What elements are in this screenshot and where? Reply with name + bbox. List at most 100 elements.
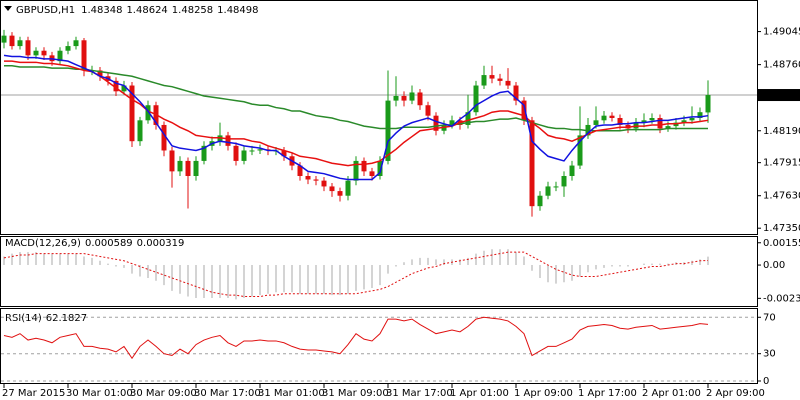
candle-body: [393, 95, 399, 101]
candle-body: [513, 85, 519, 101]
candle-body: [57, 50, 63, 62]
candle-body: [649, 118, 655, 121]
y-tick-label: 70: [763, 312, 776, 323]
y-tick-label: 30: [763, 349, 776, 360]
candle-body: [537, 195, 543, 207]
candle-body: [505, 80, 511, 86]
candle-body: [137, 120, 143, 142]
x-tick-label: 30 Mar 01:00: [66, 388, 133, 399]
rsi-header: RSI(14) 62.1827: [5, 313, 87, 324]
candle-body: [593, 120, 599, 125]
candle-body: [577, 135, 583, 166]
candle-body: [17, 40, 23, 47]
rsi-panel-border: [0, 308, 758, 384]
candle-body: [97, 70, 103, 77]
candle-body: [81, 40, 87, 71]
x-tick-label: 31 Mar 17:00: [386, 388, 453, 399]
candle-body: [433, 115, 439, 131]
moving-average: [3, 54, 709, 181]
macd-title: MACD(12,26,9): [5, 238, 81, 249]
macd-panel-border: [0, 236, 758, 307]
candle-body: [601, 115, 607, 121]
candle-body: [529, 120, 535, 207]
x-tick-label: 2 Apr 01:00: [642, 388, 701, 399]
candle-body: [161, 124, 167, 151]
x-tick-label: 30 Mar 17:00: [194, 388, 261, 399]
candle-body: [9, 35, 15, 47]
moving-average: [4, 60, 709, 167]
candle-body: [297, 165, 303, 176]
x-tick-label: 27 Mar 2015: [2, 388, 65, 399]
candle-body: [121, 85, 127, 92]
candle-body: [249, 150, 255, 152]
candle-body: [609, 115, 615, 118]
candle-body: [1, 35, 7, 43]
candle-body: [33, 50, 39, 56]
main-header: GBPUSD,H1 1.48348 1.48624 1.48258 1.48498: [16, 5, 259, 16]
candle-body: [233, 145, 239, 161]
header-low: 1.48258: [172, 5, 213, 16]
candle-body: [417, 92, 423, 106]
candle-body: [113, 80, 119, 92]
candle-body: [409, 92, 415, 101]
rsi-last: 62.1827: [46, 313, 87, 324]
candle-body: [681, 120, 687, 123]
header-close: 1.48498: [217, 5, 258, 16]
chart-title: GBPUSD,H1: [16, 5, 75, 16]
y-tick-label: 1.49045: [763, 27, 800, 38]
x-tick-label: 2 Apr 09:00: [706, 388, 765, 399]
candle-body: [169, 150, 175, 172]
candle-body: [545, 186, 551, 196]
candle-body: [481, 75, 487, 86]
header-open: 1.48348: [81, 5, 122, 16]
candle-body: [705, 95, 711, 113]
candle-body: [281, 150, 287, 157]
candle-body: [641, 120, 647, 123]
candle-body: [177, 160, 183, 172]
x-tick-label: 31 Mar 09:00: [322, 388, 389, 399]
candle-body: [321, 180, 327, 187]
candle-body: [145, 105, 151, 121]
x-tick-label: 1 Apr 17:00: [578, 388, 637, 399]
candle-body: [361, 160, 367, 172]
candle-body: [73, 40, 79, 47]
candle-body: [657, 118, 663, 129]
candle-body: [129, 85, 135, 142]
candle-body: [329, 186, 335, 192]
candle-body: [193, 160, 199, 176]
macd-header: MACD(12,26,9) 0.000589 0.000319: [5, 238, 184, 249]
candle-body: [401, 95, 407, 101]
candle-body: [369, 171, 375, 176]
candle-body: [553, 186, 559, 188]
y-tick-label: 1.48760: [763, 60, 800, 71]
y-tick-label: 0.001557: [763, 238, 800, 249]
menu-triangle[interactable]: [4, 6, 12, 11]
x-tick-label: 30 Mar 09:00: [130, 388, 197, 399]
candle-body: [225, 135, 231, 146]
candle-body: [313, 179, 319, 181]
rsi-title: RSI(14): [5, 313, 42, 324]
candle-body: [697, 112, 703, 118]
candle-body: [489, 75, 495, 79]
main-panel-border: [0, 0, 758, 235]
candle-body: [241, 150, 247, 161]
candle-body: [345, 180, 351, 196]
candle-body: [473, 85, 479, 113]
y-tick-label: 0.00: [763, 260, 785, 271]
candle-body: [569, 165, 575, 176]
y-tick-label: 1.48190: [763, 126, 800, 137]
candle-body: [41, 50, 47, 56]
candle-body: [665, 126, 671, 129]
x-tick-label: 31 Mar 01:00: [258, 388, 325, 399]
candle-body: [617, 118, 623, 125]
price-label-box: [757, 89, 800, 102]
y-tick-label: 1.47915: [763, 158, 800, 169]
candle-body: [425, 105, 431, 116]
candle-body: [353, 160, 359, 181]
signal-line: [3, 251, 709, 298]
signal-last: 0.000319: [137, 238, 185, 249]
candle-body: [25, 40, 31, 56]
y-tick-label: 1.47350: [763, 223, 800, 234]
price-label: 1.48498: [761, 90, 800, 101]
